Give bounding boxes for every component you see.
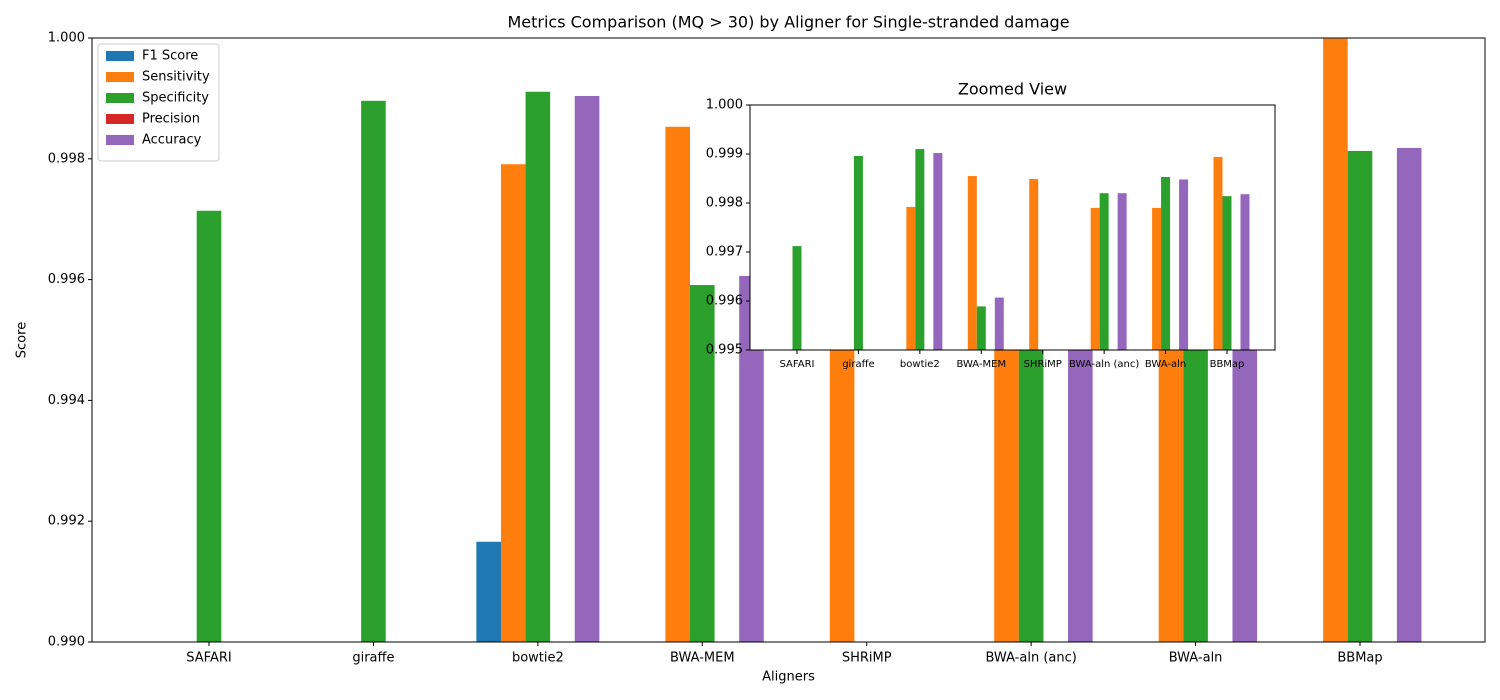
bar bbox=[361, 100, 386, 642]
y-tick-label: 0.996 bbox=[706, 294, 743, 309]
bar bbox=[933, 153, 943, 350]
y-tick-label: 1.000 bbox=[48, 31, 85, 46]
y-tick-label: 0.996 bbox=[48, 272, 85, 287]
bar bbox=[1161, 177, 1171, 350]
bar bbox=[1090, 207, 1100, 350]
bar bbox=[665, 126, 690, 642]
y-tick-label: 0.994 bbox=[48, 393, 85, 408]
x-tick-label: SAFARI bbox=[186, 651, 231, 666]
bar bbox=[976, 306, 986, 350]
chart-title: Zoomed View bbox=[958, 80, 1067, 99]
bar bbox=[1117, 193, 1127, 350]
bar bbox=[1213, 156, 1223, 350]
x-axis-label: Aligners bbox=[762, 670, 815, 685]
x-tick-label: BBMap bbox=[1210, 359, 1245, 370]
x-tick-label: bowtie2 bbox=[900, 359, 940, 370]
inset: 0.995 0.996 0.997 0.998 0.999 1.000 SAFARI gira… bbox=[706, 80, 1276, 370]
bar bbox=[196, 210, 222, 642]
legend-swatch bbox=[106, 135, 134, 145]
bar bbox=[1152, 207, 1162, 350]
x-tick-label: giraffe bbox=[352, 651, 394, 666]
x-tick-label: SAFARI bbox=[780, 359, 815, 370]
bar bbox=[476, 541, 501, 642]
legend: F1 Score Sensitivity Specificity Precision A… bbox=[97, 43, 220, 162]
legend-label: Precision bbox=[142, 112, 200, 127]
bar bbox=[915, 149, 925, 350]
y-tick-label: 0.990 bbox=[48, 635, 85, 650]
plot-frame bbox=[749, 104, 1276, 351]
bar bbox=[853, 155, 863, 350]
y-tick-label: 0.998 bbox=[706, 196, 743, 211]
legend-swatch bbox=[106, 72, 134, 82]
bar bbox=[967, 176, 977, 350]
bar bbox=[689, 285, 715, 642]
bar bbox=[574, 95, 600, 642]
y-axis-label: Score bbox=[15, 322, 30, 358]
bar bbox=[1347, 150, 1373, 642]
legend-swatch bbox=[106, 51, 134, 61]
bar bbox=[1099, 193, 1109, 350]
x-tick-label: giraffe bbox=[842, 359, 874, 370]
legend-swatch bbox=[106, 93, 134, 103]
x-tick-label: BWA-aln (anc) bbox=[985, 651, 1076, 666]
bar bbox=[1396, 147, 1422, 642]
bar bbox=[525, 91, 551, 642]
x-tick-label: BWA-aln bbox=[1169, 651, 1223, 666]
bar bbox=[1179, 179, 1189, 350]
bar bbox=[1029, 178, 1039, 350]
y-tick-label: 0.999 bbox=[706, 147, 743, 162]
x-tick-label: BWA-aln bbox=[1145, 359, 1186, 370]
legend-swatch bbox=[106, 114, 134, 124]
bar bbox=[500, 164, 526, 642]
plot-area bbox=[750, 105, 1275, 350]
bars bbox=[792, 149, 1250, 350]
bar bbox=[1323, 38, 1348, 642]
x-tick-label: BBMap bbox=[1337, 651, 1382, 666]
bar bbox=[906, 206, 916, 350]
y-tick-label: 0.992 bbox=[48, 514, 85, 529]
x-tick-label: bowtie2 bbox=[512, 651, 564, 666]
legend-label: Specificity bbox=[142, 91, 209, 106]
y-tick-label: 0.997 bbox=[706, 245, 743, 260]
bar bbox=[994, 297, 1004, 350]
bar bbox=[792, 246, 802, 350]
legend-label: F1 Score bbox=[142, 49, 198, 64]
x-tick-label: BWA-MEM bbox=[670, 651, 735, 666]
plot-frame bbox=[91, 37, 1486, 643]
y-tick-label: 1.000 bbox=[706, 98, 743, 113]
x-tick-label: BWA-MEM bbox=[956, 359, 1006, 370]
bar bbox=[1222, 196, 1232, 350]
y-tick-label: 0.995 bbox=[706, 343, 743, 358]
x-tick-label: SHRiMP bbox=[842, 651, 892, 666]
bars bbox=[196, 38, 1422, 642]
bar bbox=[1240, 194, 1250, 350]
x-tick-label: BWA-aln (anc) bbox=[1069, 359, 1139, 370]
x-tick-label: SHRiMP bbox=[1024, 359, 1062, 370]
y-tick-label: 0.998 bbox=[48, 151, 85, 166]
legend-label: Accuracy bbox=[142, 133, 202, 148]
legend-label: Sensitivity bbox=[142, 70, 210, 85]
chart-title: Metrics Comparison (MQ > 30) by Aligner … bbox=[507, 13, 1069, 32]
